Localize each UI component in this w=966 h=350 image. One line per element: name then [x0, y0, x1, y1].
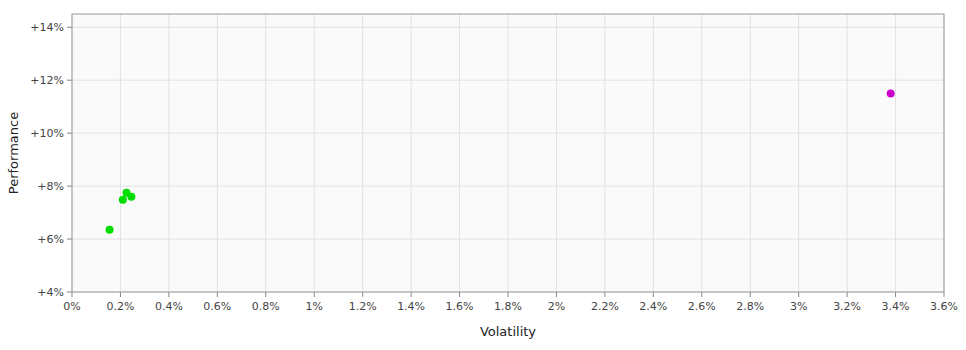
tick-label-x: 1.6% — [446, 300, 474, 313]
grid-line-x — [120, 14, 121, 292]
grid-line-x — [459, 14, 460, 292]
tick-label-y: +10% — [30, 127, 64, 140]
tick-label-x: 1.2% — [349, 300, 377, 313]
tick-x — [168, 292, 169, 297]
grid-line-x — [798, 14, 799, 292]
tick-x — [750, 292, 751, 297]
points — [106, 89, 895, 233]
tick-y — [67, 239, 72, 240]
point — [127, 193, 135, 201]
tick-label-x: 3.6% — [930, 300, 958, 313]
grid-line-x — [168, 14, 169, 292]
grid-line-y — [72, 27, 944, 28]
grid-line-x — [265, 14, 266, 292]
grid-line-x — [556, 14, 557, 292]
grid-line-y — [72, 133, 944, 134]
tick-x — [604, 292, 605, 297]
tick-x — [314, 292, 315, 297]
grid-line-x — [314, 14, 315, 292]
tick-label-x: 2.6% — [688, 300, 716, 313]
tick-label-y: +14% — [30, 21, 64, 34]
tick-label-x: 2.4% — [639, 300, 667, 313]
series — [887, 89, 895, 97]
tick-label-x: 3.2% — [833, 300, 861, 313]
grid — [72, 14, 944, 292]
tick-label-x: 0.8% — [252, 300, 280, 313]
grid-line-x — [847, 14, 848, 292]
grid-line-y — [72, 239, 944, 240]
tick-y — [67, 292, 72, 293]
tick-label-x: 1.8% — [494, 300, 522, 313]
tick-y — [67, 80, 72, 81]
grid-line-x — [653, 14, 654, 292]
tick-x — [459, 292, 460, 297]
grid-line-y — [72, 186, 944, 187]
x-axis-label: Volatility — [480, 324, 536, 339]
tick-x — [847, 292, 848, 297]
tick-label-y: +12% — [30, 74, 64, 87]
tick-label-y: +4% — [37, 286, 64, 299]
tick-label-x: 3.4% — [882, 300, 910, 313]
tick-x — [120, 292, 121, 297]
tick-x — [895, 292, 896, 297]
grid-line-y — [72, 80, 944, 81]
tick-label-x: 2.8% — [736, 300, 764, 313]
tick-x — [556, 292, 557, 297]
grid-line-x — [411, 14, 412, 292]
grid-line-x — [604, 14, 605, 292]
page: {"chart_data": {"type": "scatter", "xlab… — [0, 0, 966, 350]
tick-label-x: 2% — [548, 300, 565, 313]
y-axis-label: Performance — [6, 112, 21, 194]
plot-frame — [72, 14, 944, 292]
tick-label-x: 2.2% — [591, 300, 619, 313]
tick-x — [265, 292, 266, 297]
axes: 0% 0.2% 0.4% 0.6% 0.8% 1% 1.2% 1.4% 1.6% 1.8% 2% 2.… — [30, 14, 958, 313]
tick-y — [67, 27, 72, 28]
tick-x — [72, 292, 73, 297]
tick-x — [217, 292, 218, 297]
tick-label-x: 0.2% — [106, 300, 134, 313]
tick-label-x: 0% — [63, 300, 80, 313]
tick-label-x: 3% — [790, 300, 807, 313]
tick-x — [411, 292, 412, 297]
grid-line-x — [895, 14, 896, 292]
tick-label-x: 1% — [305, 300, 322, 313]
tick-x — [362, 292, 363, 297]
chart: 0% 0.2% 0.4% 0.6% 0.8% 1% 1.2% 1.4% 1.6% 1.8% 2% 2.… — [0, 0, 966, 350]
tick-y — [67, 186, 72, 187]
point — [887, 89, 895, 97]
tick-x — [944, 292, 945, 297]
tick-label-x: 0.4% — [155, 300, 183, 313]
grid-line-x — [362, 14, 363, 292]
tick-x — [508, 292, 509, 297]
tick-label-y: +8% — [37, 180, 64, 193]
grid-line-x — [750, 14, 751, 292]
tick-y — [67, 133, 72, 134]
tick-x — [701, 292, 702, 297]
grid-line-x — [701, 14, 702, 292]
grid-line-x — [508, 14, 509, 292]
tick-label-x: 1.4% — [397, 300, 425, 313]
point — [119, 196, 127, 204]
tick-label-y: +6% — [37, 233, 64, 246]
tick-x — [798, 292, 799, 297]
tick-x — [653, 292, 654, 297]
grid-line-x — [217, 14, 218, 292]
tick-label-x: 0.6% — [203, 300, 231, 313]
series — [106, 189, 136, 234]
point — [106, 226, 114, 234]
plot-area — [72, 14, 944, 292]
